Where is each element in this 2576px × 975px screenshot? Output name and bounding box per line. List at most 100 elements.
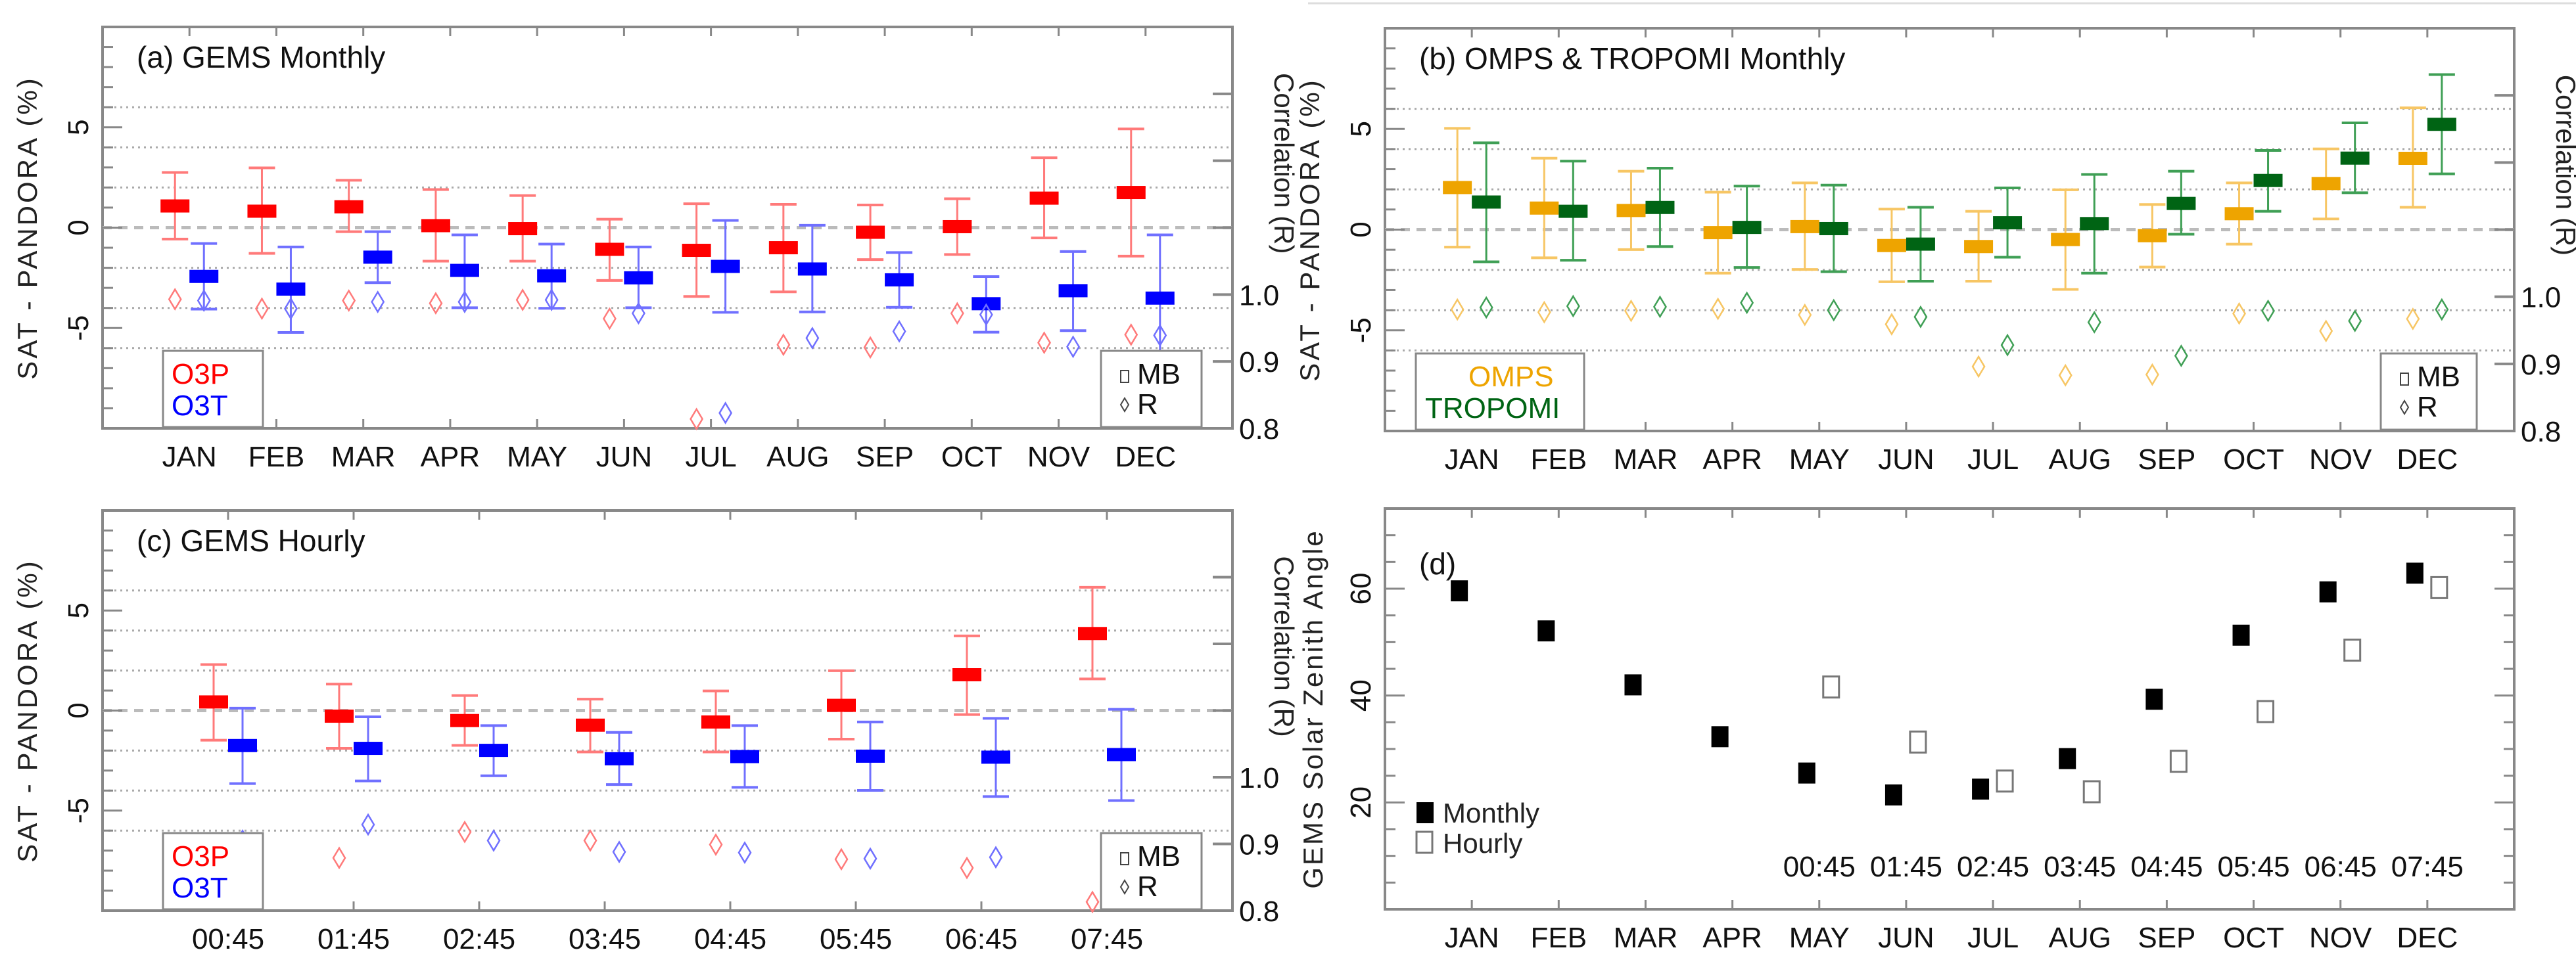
legend-mb: MB [2417,361,2460,393]
legend-o3p: O3P [172,358,229,390]
x-tick-label: JUL [1967,443,2019,476]
y2-axis-title: Correlation (R) [1269,556,1300,737]
r-diamond-marker [738,841,752,865]
monthly-marker [1972,779,1990,800]
r-diamond-marker [2058,363,2073,387]
r-diamond-marker [834,848,849,871]
monthly-marker [2059,748,2076,769]
legend-omps: OMPS [1468,361,1554,393]
y-tick-label: -5 [62,315,95,341]
hourly-x-label: 05:45 [2217,851,2289,883]
r-diamond-marker [690,407,704,431]
r-diamond-marker [486,829,501,852]
r-diamond-marker [2319,319,2333,343]
x-tick-label: 07:45 [1071,923,1143,955]
x-tick-label: AUG [2049,443,2111,476]
r-diamond-marker [709,833,723,856]
hourly-marker [1822,675,1840,699]
x-tick-label: NOV [1027,441,1090,473]
hourly-x-label: 00:45 [1783,851,1856,883]
r-diamond-marker [612,840,626,864]
monthly-marker [2232,624,2250,646]
monthly-legend-icon [1417,802,1434,823]
mb-marker [2340,151,2370,165]
x-tick-label: JUN [1878,922,1934,954]
x-tick-label: SEP [856,441,914,473]
r-diamond-marker [892,319,906,343]
x-tick-label: AUG [2049,922,2111,954]
r-diamond-marker [1479,296,1493,319]
mb-marker [325,710,354,723]
r-legend-icon [1119,397,1130,413]
mb-marker [2166,196,2196,210]
x-tick-label: MAR [1614,443,1678,476]
legend-o3t: O3T [172,390,228,422]
r-diamond-marker [1124,323,1138,346]
x-tick-label: 06:45 [945,923,1018,955]
legend-o3p: O3P [172,840,229,873]
y2-tick-label: 0.9 [2521,349,2561,381]
mb-marker [856,225,885,239]
mb-marker [576,718,605,732]
y2-axis-title: Correlation (R) [1269,73,1300,254]
x-tick-label: OCT [2223,443,2284,476]
r-diamond-marker [776,333,791,357]
r-diamond-marker [989,846,1003,869]
panel-c: 00:45 01:45 02:45 03:45 04:45 05:45 06:45 07:45… [12,509,1300,955]
mb-marker [605,752,634,765]
r-diamond-marker [979,303,993,327]
legend-o3t: O3T [172,872,228,904]
r-diamond-marker [255,297,269,321]
r-diamond-marker [805,327,820,350]
y-tick-label: -5 [62,798,95,823]
y-tick-label: 5 [62,120,95,135]
y2-tick-label: 0.8 [2521,416,2561,448]
x-tick-label: MAY [1789,922,1850,954]
x-tick-label: DEC [1115,441,1176,473]
y2-tick-label: 1.0 [2521,282,2561,314]
r-diamond-marker [1085,890,1100,914]
y2-tick-label: 0.9 [1239,346,1279,378]
mb-marker [1558,204,1588,218]
r-diamond-marker [371,290,385,313]
y-axis-title: GEMS Solar Zenith Angle [1298,529,1328,889]
series-legend [162,350,264,428]
mb-marker [2253,173,2283,187]
mb-marker [1443,181,1472,194]
hourly-x-label: 03:45 [2044,851,2116,883]
mb-marker [363,250,392,264]
hourly-marker [2257,700,2275,723]
monthly-marker [2406,562,2424,584]
x-tick-label: AUG [766,441,829,473]
r-diamond-marker [457,290,472,313]
mb-marker [595,242,624,256]
r-diamond-marker [2000,333,2015,357]
x-tick-label: JUN [1878,443,1934,476]
r-diamond-marker [429,292,443,315]
y2-tick-label: 1.0 [1239,279,1279,311]
hourly-marker [1996,769,2014,793]
r-diamond-marker [1885,313,1899,336]
x-tick-label: SEP [2138,443,2195,476]
monthly-marker [1711,726,1729,748]
x-tick-label: OCT [941,441,1002,473]
r-diamond-marker [2174,344,2188,368]
x-tick-label: NOV [2309,922,2372,954]
r-diamond-marker [863,847,878,871]
panel-title: (c) GEMS Hourly [137,524,365,558]
r-diamond-marker [2145,363,2159,386]
y-axis-title: SAT - PANDORA (%) [12,76,43,379]
mb-marker [797,262,827,276]
mb-marker [1472,195,1501,209]
mb-marker [885,273,914,286]
r-diamond-marker [2261,299,2275,323]
mb-marker [1107,748,1136,761]
x-tick-label: 05:45 [820,923,892,955]
r-diamond-marker [2232,302,2246,325]
hourly-x-label: 02:45 [1957,851,2029,883]
hourly-x-label: 01:45 [1870,851,1942,883]
x-tick-label: 04:45 [694,923,766,955]
y-tick-label: 0 [1345,221,1377,237]
legend-mb: MB [1137,358,1181,390]
